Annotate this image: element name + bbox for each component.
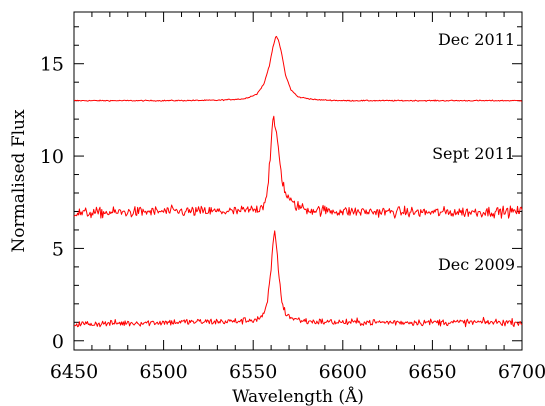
series-line — [73, 35, 523, 102]
x-axis-ticks: 6450 6500 6550 6600 6650 6700 — [50, 12, 545, 383]
y-tick-label: 15 — [40, 54, 64, 76]
series-line — [73, 115, 523, 219]
x-tick-label: 6450 — [50, 361, 98, 383]
series-label: Dec 2011 — [438, 30, 515, 49]
plot-border — [73, 11, 523, 351]
x-tick-label: 6650 — [408, 361, 456, 383]
y-tick-label: 10 — [40, 146, 64, 168]
series-line — [73, 230, 523, 328]
series-label: Sept 2011 — [432, 144, 515, 163]
x-tick-label: 6700 — [498, 361, 545, 383]
y-tick-label: 5 — [52, 238, 64, 260]
series-labels: Dec 2011 Sept 2011 Dec 2009 — [432, 30, 515, 274]
series-layer — [73, 35, 523, 328]
y-axis-label: Normalised Flux — [9, 109, 29, 253]
x-axis-label: Wavelength (Å) — [232, 386, 364, 406]
x-tick-label: 6550 — [229, 361, 277, 383]
series-label: Dec 2009 — [438, 255, 515, 274]
x-tick-label: 6500 — [139, 361, 187, 383]
plot-frame — [73, 11, 523, 351]
x-tick-label: 6600 — [319, 361, 367, 383]
y-axis-ticks: 0 5 10 15 — [40, 26, 522, 353]
y-tick-label: 0 — [52, 331, 64, 353]
